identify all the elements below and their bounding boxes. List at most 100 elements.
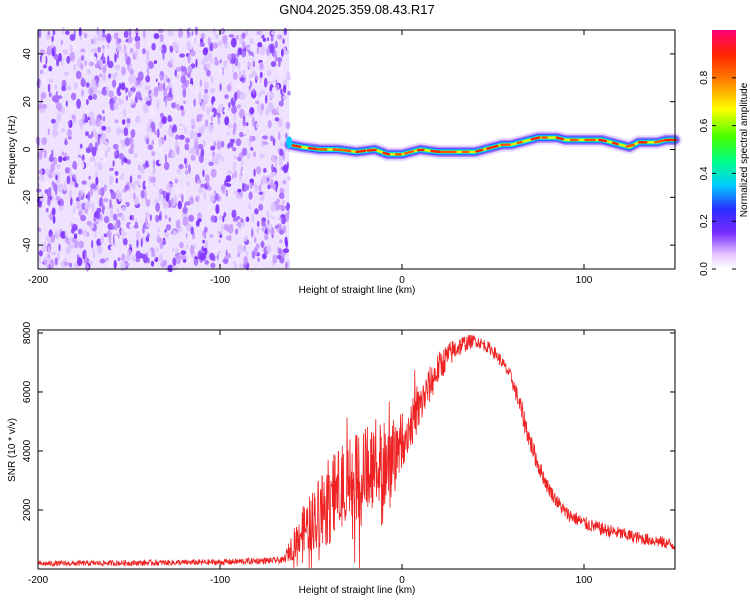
noise-speckle <box>279 155 283 163</box>
noise-speckle <box>249 178 254 183</box>
noise-speckle <box>157 128 160 138</box>
noise-speckle <box>112 160 115 167</box>
colorbar-tick-label: 0.8 <box>699 70 710 84</box>
noise-speckle <box>183 192 186 202</box>
noise-speckle <box>72 237 75 243</box>
noise-speckle <box>96 36 101 41</box>
noise-speckle <box>150 176 156 183</box>
snr-xlabel: Height of straight line (km) <box>299 585 416 596</box>
noise-speckle <box>255 76 259 80</box>
noise-speckle <box>72 40 77 51</box>
noise-speckle <box>202 47 208 56</box>
noise-speckle <box>55 188 58 196</box>
noise-speckle <box>41 137 47 146</box>
noise-speckle <box>250 146 254 151</box>
noise-speckle <box>247 184 250 191</box>
noise-speckle <box>221 184 225 193</box>
noise-speckle <box>134 50 138 58</box>
noise-speckle <box>177 200 182 210</box>
noise-speckle <box>174 108 178 115</box>
noise-speckle <box>270 61 277 67</box>
signal-peak-segment <box>307 146 318 151</box>
noise-speckle <box>210 215 216 223</box>
noise-speckle <box>190 35 195 41</box>
noise-speckle <box>61 127 66 133</box>
noise-speckle <box>271 154 275 162</box>
noise-speckle <box>205 143 209 148</box>
noise-speckle <box>150 205 155 215</box>
noise-speckle <box>220 140 225 148</box>
noise-speckle <box>42 77 47 86</box>
noise-speckle <box>259 45 266 56</box>
snr-ytick-label: 4000 <box>22 439 33 462</box>
noise-speckle <box>237 188 242 193</box>
noise-speckle <box>243 255 248 265</box>
noise-speckle <box>189 122 192 127</box>
noise-speckle <box>79 143 83 149</box>
noise-speckle <box>77 257 83 267</box>
noise-speckle <box>138 126 142 131</box>
noise-speckle <box>145 160 149 167</box>
noise-speckle <box>121 66 126 76</box>
noise-speckle <box>194 26 198 36</box>
noise-speckle <box>155 78 158 83</box>
noise-speckle <box>198 91 202 101</box>
noise-speckle <box>117 257 121 262</box>
noise-speckle <box>125 123 131 129</box>
noise-speckle <box>204 88 208 94</box>
noise-speckle <box>271 30 276 36</box>
noise-speckle <box>106 33 112 44</box>
noise-speckle <box>158 137 162 147</box>
noise-speckle <box>159 145 163 156</box>
noise-speckle <box>58 155 63 163</box>
noise-speckle <box>259 132 263 138</box>
noise-speckle <box>255 100 260 105</box>
noise-speckle <box>88 127 92 135</box>
noise-speckle <box>186 41 192 51</box>
noise-speckle <box>179 53 186 58</box>
noise-speckle <box>107 60 114 69</box>
noise-speckle <box>244 108 248 114</box>
noise-speckle <box>69 51 76 62</box>
signal-peak-segment <box>486 144 499 150</box>
noise-speckle <box>179 134 185 140</box>
noise-speckle <box>148 61 154 69</box>
noise-speckle <box>278 100 284 107</box>
noise-speckle <box>214 56 218 62</box>
noise-speckle <box>274 51 278 60</box>
noise-speckle <box>115 36 119 46</box>
noise-speckle <box>190 226 194 235</box>
noise-speckle <box>198 126 205 135</box>
noise-speckle <box>277 248 282 255</box>
noise-speckle <box>48 245 51 256</box>
noise-speckle <box>52 128 58 138</box>
noise-speckle <box>239 108 245 119</box>
signal-peak-segment <box>355 149 367 154</box>
noise-speckle <box>167 128 172 135</box>
noise-speckle <box>36 188 42 193</box>
noise-speckle <box>88 95 93 101</box>
signal-peak-segment <box>598 138 608 143</box>
noise-speckle <box>256 46 260 55</box>
noise-speckle <box>176 95 181 102</box>
noise-speckle <box>167 264 174 273</box>
noise-speckle <box>41 54 46 65</box>
noise-speckle <box>258 203 264 211</box>
noise-speckle <box>70 197 73 206</box>
noise-speckle <box>73 63 77 71</box>
noise-speckle <box>165 193 170 202</box>
noise-speckle <box>114 235 119 241</box>
noise-speckle <box>228 34 235 38</box>
snr-ytick-label: 8000 <box>22 321 33 344</box>
noise-speckle <box>200 183 205 188</box>
noise-speckle <box>250 76 255 83</box>
noise-speckle <box>129 175 133 184</box>
noise-speckle <box>98 197 103 208</box>
noise-speckle <box>167 83 170 92</box>
spectrogram-xtick-label: 0 <box>399 275 405 286</box>
noise-speckle <box>99 59 103 69</box>
noise-speckle <box>56 164 61 170</box>
noise-speckle <box>124 137 130 147</box>
noise-speckle <box>62 156 67 162</box>
noise-speckle <box>202 124 206 130</box>
